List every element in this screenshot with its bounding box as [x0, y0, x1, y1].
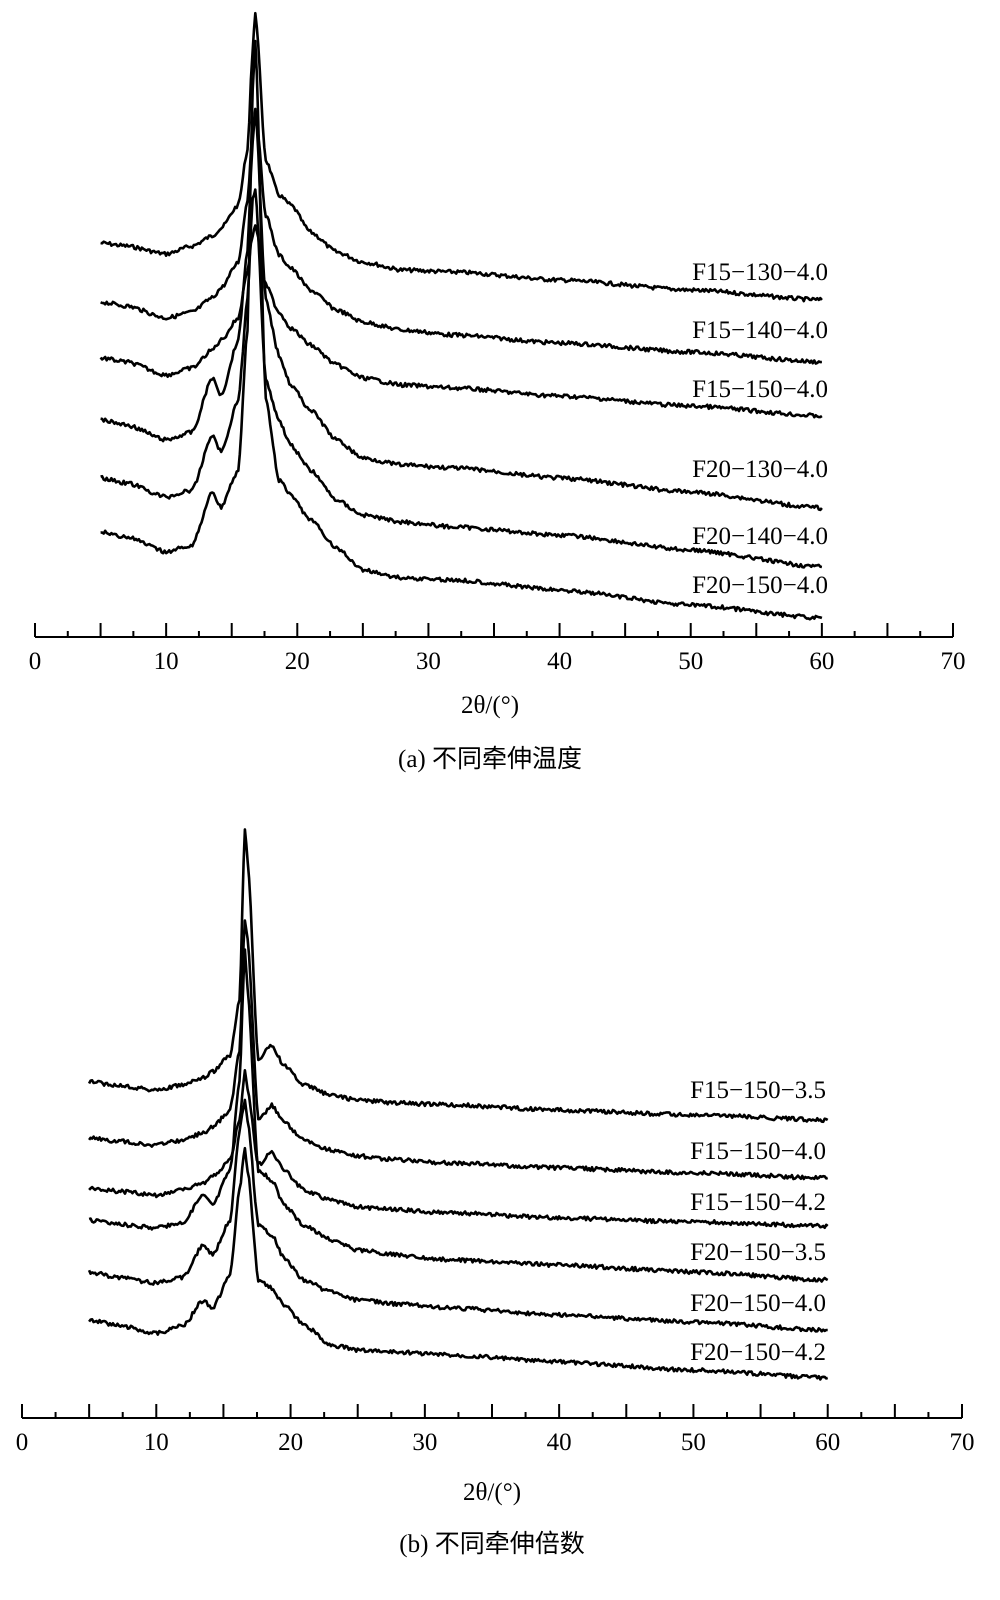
series-line-1: [87, 828, 829, 1124]
series-line-2: [88, 919, 829, 1181]
series-label-6: F20−150−4.0: [692, 572, 828, 599]
series-line-6: [88, 1146, 829, 1381]
x-tick-label: 10: [154, 648, 179, 675]
x-tick-label: 50: [678, 648, 703, 675]
series-line-4: [88, 948, 829, 1283]
series-line-2: [100, 107, 822, 365]
series-line-1: [100, 11, 823, 303]
series-line-3: [99, 224, 823, 419]
x-tick-label: 60: [815, 1429, 840, 1456]
x-tick-label: 0: [29, 648, 42, 675]
x-tick-label: 10: [144, 1429, 169, 1456]
x-tick-label: 30: [416, 648, 441, 675]
series-line-6: [100, 39, 823, 621]
x-tick-label: 70: [941, 648, 966, 675]
panel-a-x-axis-label: 2θ/(°): [461, 692, 519, 719]
series-label-3: F15−150−4.0: [692, 376, 828, 403]
x-tick-label: 40: [547, 1429, 572, 1456]
series-label-1: F15−150−3.5: [690, 1077, 826, 1104]
x-tick-label: 30: [412, 1429, 437, 1456]
x-tick-label: 50: [681, 1429, 706, 1456]
x-tick-label: 40: [547, 648, 572, 675]
x-tick-label: 20: [285, 648, 310, 675]
series-label-4: F20−130−4.0: [692, 456, 828, 483]
panel-a-chart: 0 10 20 30 40 50 60 70 F15−130−4.0 F15−140−4.0 F15…: [29, 11, 966, 675]
x-tick-label: 60: [809, 648, 834, 675]
series-line-5: [100, 188, 823, 569]
series-line-4: [100, 109, 823, 512]
series-label-2: F15−140−4.0: [692, 317, 828, 344]
series-label-4: F20−150−3.5: [690, 1239, 826, 1266]
panel-b-chart: 0 10 20 30 40 50 60 70 F15−150−3.5 F15−150−4.0 F15…: [16, 828, 975, 1456]
x-tick-label: 20: [278, 1429, 303, 1456]
series-label-3: F15−150−4.2: [690, 1189, 826, 1216]
series-line-3: [88, 1069, 829, 1230]
x-tick-label: 0: [16, 1429, 29, 1456]
x-tick-label: 70: [950, 1429, 975, 1456]
series-label-5: F20−140−4.0: [692, 523, 828, 550]
series-line-5: [87, 1098, 828, 1333]
series-label-5: F20−150−4.0: [690, 1290, 826, 1317]
panel-a-caption: (a) 不同牵伸温度: [398, 745, 582, 773]
panel-b-x-axis-label: 2θ/(°): [463, 1479, 521, 1506]
panel-b-caption: (b) 不同牵伸倍数: [399, 1530, 584, 1558]
series-label-6: F20−150−4.2: [690, 1339, 826, 1366]
series-label-1: F15−130−4.0: [692, 259, 828, 286]
series-label-2: F15−150−4.0: [690, 1138, 826, 1165]
